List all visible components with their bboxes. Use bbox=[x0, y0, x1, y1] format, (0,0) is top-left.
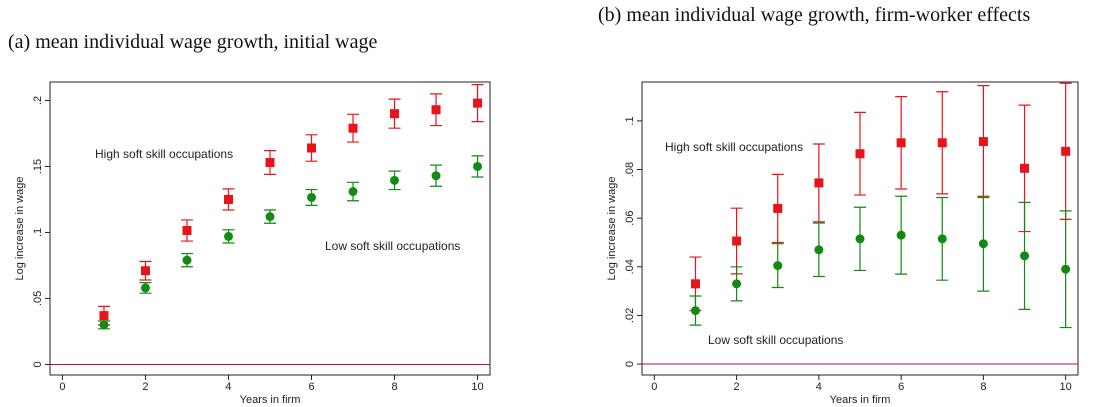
point bbox=[223, 231, 233, 241]
point bbox=[690, 306, 700, 316]
point bbox=[307, 143, 317, 153]
point bbox=[348, 187, 358, 197]
x-tick-label: 4 bbox=[225, 381, 231, 393]
x-tick-label: 2 bbox=[734, 381, 740, 393]
point bbox=[773, 261, 783, 271]
x-tick-label: 8 bbox=[980, 381, 986, 393]
point bbox=[390, 109, 400, 119]
point bbox=[937, 234, 947, 244]
point bbox=[814, 178, 824, 188]
point bbox=[182, 255, 192, 265]
y-tick-label: .2 bbox=[32, 96, 44, 105]
annotation: High soft skill occupations bbox=[95, 147, 233, 161]
y-tick-label: .04 bbox=[624, 259, 636, 274]
point bbox=[1020, 251, 1030, 261]
x-tick-label: 6 bbox=[898, 381, 904, 393]
point bbox=[855, 234, 865, 244]
point bbox=[814, 245, 824, 255]
x-axis-label: Years in firm bbox=[240, 394, 301, 406]
y-tick-label: .08 bbox=[624, 162, 636, 177]
y-tick-label: .15 bbox=[32, 159, 44, 174]
point bbox=[182, 225, 192, 235]
chart-title: (b) mean individual wage growth, firm-wo… bbox=[598, 4, 1031, 26]
point bbox=[896, 138, 906, 148]
x-axis-label: Years in firm bbox=[830, 394, 891, 406]
point bbox=[390, 175, 400, 185]
point bbox=[1061, 264, 1071, 274]
point bbox=[1061, 146, 1071, 156]
y-tick-label: .05 bbox=[32, 291, 44, 306]
y-axis-label: Log increase in wage bbox=[606, 177, 618, 281]
y-tick-label: 0 bbox=[624, 361, 636, 367]
plot-frame bbox=[641, 81, 1079, 376]
annotation: High soft skill occupations bbox=[665, 140, 803, 154]
x-tick-label: 4 bbox=[816, 381, 822, 393]
point bbox=[265, 212, 275, 222]
y-tick-label: .02 bbox=[624, 308, 636, 323]
point bbox=[431, 171, 441, 181]
point bbox=[265, 158, 275, 168]
point bbox=[1020, 163, 1030, 173]
y-axis-label: Log increase in wage bbox=[14, 177, 26, 281]
x-tick-label: 2 bbox=[142, 381, 148, 393]
x-tick-label: 6 bbox=[308, 381, 314, 393]
point bbox=[855, 149, 865, 159]
point bbox=[431, 105, 441, 115]
point bbox=[978, 239, 988, 249]
annotation: Low soft skill occupations bbox=[325, 239, 460, 253]
x-tick-label: 8 bbox=[391, 381, 397, 393]
y-tick-label: .1 bbox=[624, 116, 636, 125]
x-tick-label: 10 bbox=[471, 381, 483, 393]
point bbox=[978, 137, 988, 147]
point bbox=[690, 279, 700, 289]
point bbox=[473, 98, 483, 108]
point bbox=[348, 123, 358, 133]
point bbox=[307, 192, 317, 202]
plot-frame bbox=[49, 81, 491, 376]
point bbox=[937, 138, 947, 148]
x-tick-label: 10 bbox=[1060, 381, 1072, 393]
x-tick-label: 0 bbox=[651, 381, 657, 393]
annotation: Low soft skill occupations bbox=[708, 333, 843, 347]
point bbox=[473, 161, 483, 171]
point bbox=[896, 230, 906, 240]
x-tick-label: 0 bbox=[59, 381, 65, 393]
chart-title: (a) mean individual wage growth, initial… bbox=[8, 31, 378, 53]
y-tick-label: 0 bbox=[32, 361, 44, 367]
y-tick-label: .06 bbox=[624, 211, 636, 226]
point bbox=[732, 236, 742, 246]
point bbox=[99, 320, 109, 330]
point bbox=[732, 279, 742, 289]
y-tick-label: .1 bbox=[32, 228, 44, 237]
point bbox=[140, 266, 150, 276]
point bbox=[140, 283, 150, 293]
point bbox=[99, 311, 109, 321]
point bbox=[773, 203, 783, 213]
point bbox=[223, 194, 233, 204]
